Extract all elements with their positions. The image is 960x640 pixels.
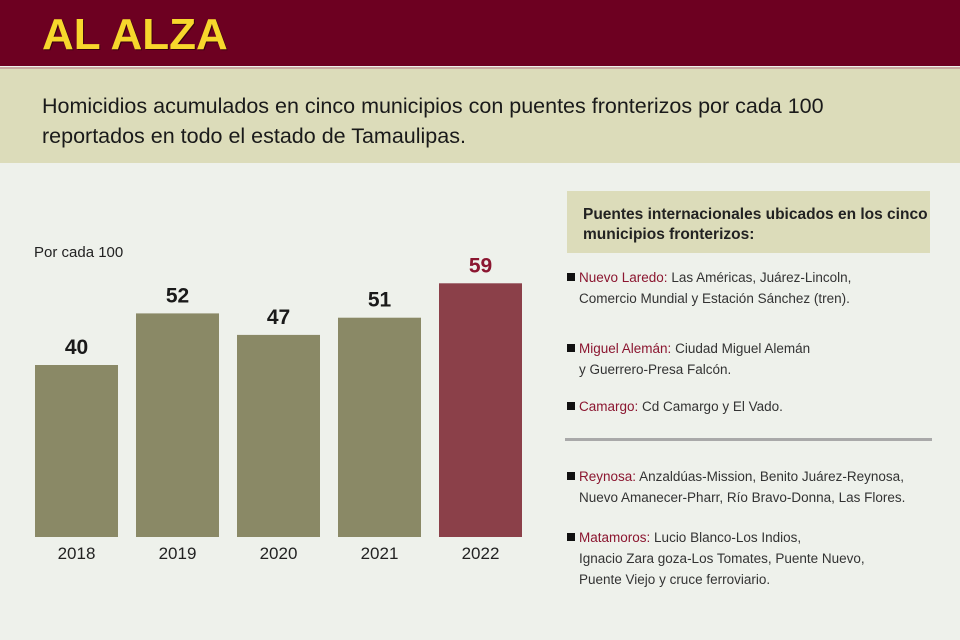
bar-2022 (439, 283, 522, 537)
header-banner: AL ALZA (0, 0, 960, 66)
bullet-square-icon (567, 344, 575, 352)
municipality-name: Reynosa: (579, 469, 637, 484)
x-tick-label: 2018 (58, 544, 96, 563)
value-label: 52 (166, 284, 189, 307)
bridge-item: Matamoros: Lucio Blanco-Los Indios, Ignac… (567, 527, 937, 590)
bridge-item: Camargo: Cd Camargo y El Vado. (567, 396, 937, 417)
bullet-square-icon (567, 533, 575, 541)
divider (565, 438, 932, 441)
page-title: AL ALZA (42, 10, 228, 59)
bridge-list: Anzaldúas-Mission, Benito Juárez-Reynosa… (639, 469, 904, 484)
bullet-square-icon (567, 273, 575, 281)
x-tick-label: 2019 (159, 544, 197, 563)
bridge-list: Las Américas, Juárez-Lincoln, (671, 270, 852, 285)
bridge-list-cont: Nuevo Amanecer-Pharr, Río Bravo-Donna, L… (579, 490, 906, 505)
y-axis-label: Por cada 100 (34, 244, 124, 261)
bar-2020 (237, 334, 320, 537)
bridge-list-cont: Puente Viejo y cruce ferroviario. (579, 572, 771, 587)
bullet-square-icon (567, 472, 575, 480)
value-label: 40 (65, 336, 88, 359)
bridge-item: Reynosa: Anzaldúas-Mission, Benito Juáre… (567, 466, 937, 508)
municipality-name: Matamoros: (579, 530, 651, 545)
municipality-name: Nuevo Laredo: (579, 270, 668, 285)
value-label: 51 (368, 289, 392, 312)
bridge-list-cont: Ignacio Zara goza-Los Tomates, Puente Nu… (579, 551, 865, 566)
bar-2018 (35, 365, 118, 537)
subtitle-band: Homicidios acumulados en cinco municipio… (0, 67, 960, 163)
bar-2021 (338, 317, 421, 537)
bridges-panel: Puentes internacionales ubicados en los … (567, 191, 930, 253)
bridge-item: Miguel Alemán: Ciudad Miguel Alemán y Gue… (567, 338, 937, 380)
municipality-name: Camargo: (579, 399, 639, 414)
x-tick-label: 2020 (260, 544, 298, 563)
panel-title: Puentes internacionales ubicados en los … (567, 191, 930, 253)
value-label: 47 (267, 306, 290, 329)
subtitle: Homicidios acumulados en cinco municipio… (42, 94, 824, 148)
bullet-square-icon (567, 402, 575, 410)
bridge-list: Ciudad Miguel Alemán (675, 341, 811, 356)
value-label: 59 (469, 254, 492, 277)
municipality-name: Miguel Alemán: (579, 341, 672, 356)
bridge-item: Nuevo Laredo: Las Américas, Juárez-Linco… (567, 267, 937, 309)
x-tick-label: 2021 (361, 544, 399, 563)
bridge-list: Lucio Blanco-Los Indios, (654, 530, 802, 545)
x-tick-label: 2022 (462, 544, 500, 563)
bridge-list: Cd Camargo y El Vado. (642, 399, 783, 414)
bridge-list-cont: y Guerrero-Presa Falcón. (579, 362, 732, 377)
bar-2019 (136, 313, 219, 537)
bar-chart: 40 2018 52 2019 47 2020 51 2021 59 2022 (35, 254, 522, 563)
bridge-list-cont: Comercio Mundial y Estación Sánchez (tre… (579, 291, 850, 306)
